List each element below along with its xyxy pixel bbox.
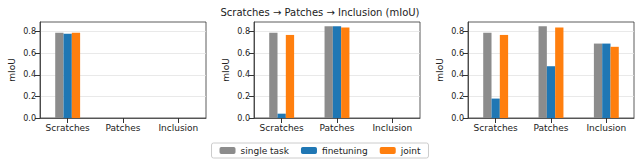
- svg-text:Scratches: Scratches: [46, 123, 91, 133]
- svg-text:Inclusion: Inclusion: [158, 123, 198, 133]
- svg-text:Scratches → Patches → Inclusio: Scratches → Patches → Inclusion (mIoU): [221, 7, 420, 18]
- svg-text:finetuning: finetuning: [322, 146, 368, 156]
- svg-text:0.6: 0.6: [237, 49, 250, 58]
- svg-text:0.0: 0.0: [451, 114, 464, 123]
- svg-text:Inclusion: Inclusion: [372, 123, 412, 133]
- svg-text:0.2: 0.2: [23, 92, 36, 101]
- svg-text:Inclusion: Inclusion: [586, 123, 626, 133]
- svg-text:joint: joint: [400, 146, 421, 156]
- svg-text:single task: single task: [241, 146, 290, 156]
- svg-text:mIoU: mIoU: [435, 58, 445, 82]
- svg-text:Patches: Patches: [320, 123, 355, 133]
- svg-text:0.0: 0.0: [237, 114, 250, 123]
- svg-text:0.6: 0.6: [23, 49, 36, 58]
- svg-text:0.4: 0.4: [451, 70, 464, 79]
- svg-text:0.0: 0.0: [23, 114, 36, 123]
- svg-text:Patches: Patches: [106, 123, 141, 133]
- svg-text:0.2: 0.2: [451, 92, 464, 101]
- svg-text:0.4: 0.4: [237, 70, 250, 79]
- svg-text:mIoU: mIoU: [7, 58, 17, 82]
- svg-text:Scratches: Scratches: [474, 123, 519, 133]
- svg-text:0.4: 0.4: [23, 70, 36, 79]
- svg-text:0.8: 0.8: [237, 27, 250, 36]
- svg-text:0.8: 0.8: [23, 27, 36, 36]
- svg-text:mIoU: mIoU: [221, 58, 231, 82]
- svg-text:Scratches: Scratches: [260, 123, 305, 133]
- svg-text:0.8: 0.8: [451, 27, 464, 36]
- svg-text:0.6: 0.6: [451, 49, 464, 58]
- svg-text:0.2: 0.2: [237, 92, 250, 101]
- svg-text:Patches: Patches: [534, 123, 569, 133]
